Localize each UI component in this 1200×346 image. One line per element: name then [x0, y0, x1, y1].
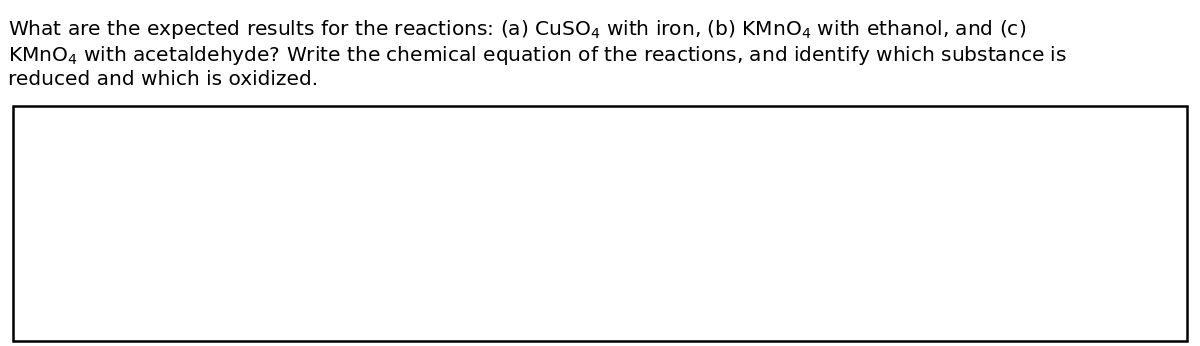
Text: reduced and which is oxidized.: reduced and which is oxidized. — [8, 70, 318, 89]
Bar — [13, 106, 1187, 341]
Text: KMnO$_4$ with acetaldehyde? Write the chemical equation of the reactions, and id: KMnO$_4$ with acetaldehyde? Write the ch… — [8, 44, 1067, 67]
Text: What are the expected results for the reactions: (a) CuSO$_4$ with iron, (b) KMn: What are the expected results for the re… — [8, 18, 1026, 41]
